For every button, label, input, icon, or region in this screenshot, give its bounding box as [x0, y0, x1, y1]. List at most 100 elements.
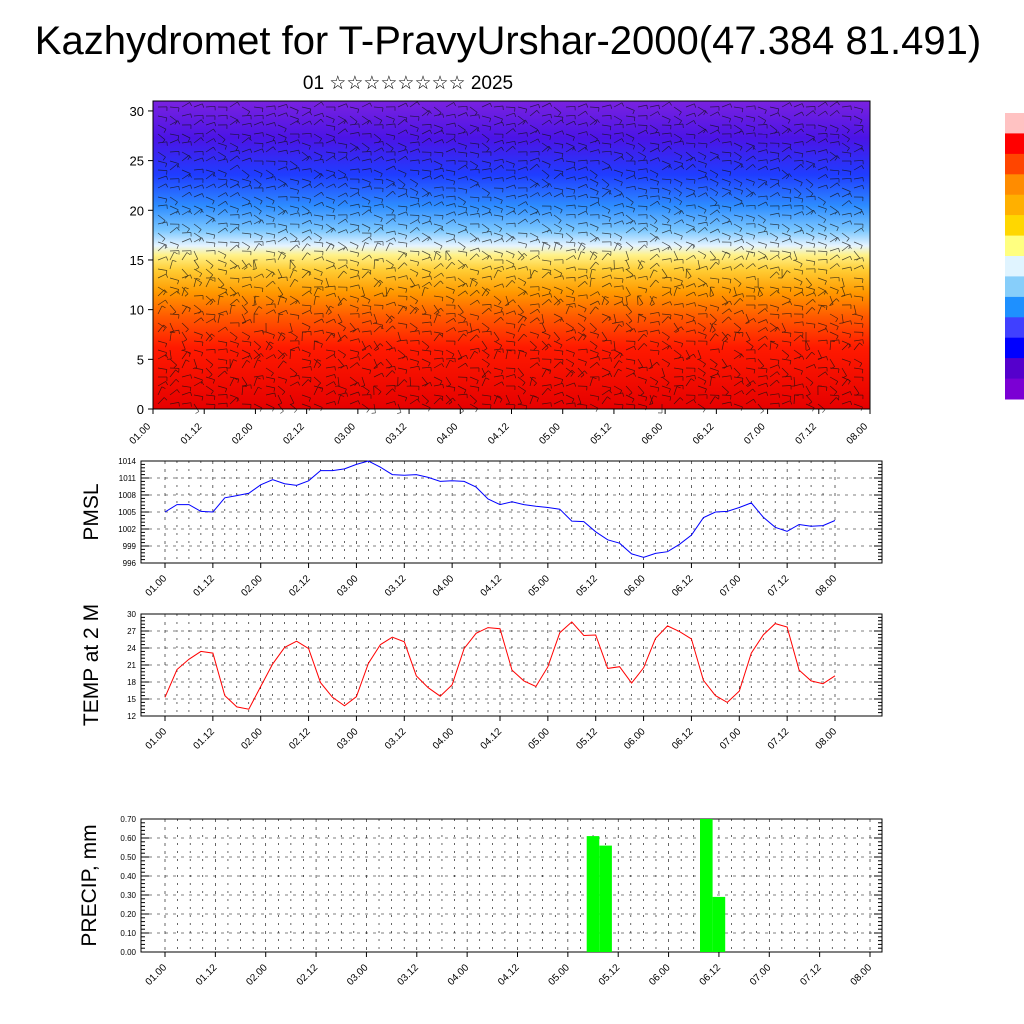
wind-barb-flag — [405, 369, 408, 374]
wind-barb — [817, 223, 827, 229]
wind-barb-flag — [294, 279, 299, 282]
temp-x-tick-label: 02.00 — [239, 726, 265, 752]
wind-barb-flag — [357, 400, 361, 405]
wind-barb — [517, 132, 527, 135]
wind-barb-flag — [859, 363, 863, 367]
wind-barb — [205, 259, 214, 266]
wind-barb — [853, 184, 863, 189]
wind-barb — [253, 273, 263, 279]
wind-barb — [349, 142, 358, 148]
wind-barb-flag — [837, 182, 840, 187]
wind-barb-flag — [286, 150, 288, 155]
wind-barb — [613, 313, 617, 323]
wind-barb — [469, 213, 479, 216]
wind-barb — [709, 277, 719, 280]
wind-barb — [697, 214, 707, 218]
wind-barb-flag — [226, 158, 228, 163]
wind-barb — [613, 285, 623, 288]
wind-barb-flag — [826, 149, 828, 154]
wind-barb — [613, 352, 621, 360]
wind-barb-flag — [502, 375, 504, 380]
wind-barb — [697, 322, 706, 329]
wind-barb-flag — [725, 251, 730, 255]
wind-barb — [769, 304, 779, 308]
wind-barb-flag — [682, 356, 684, 362]
pmsl-y-tick-label: 996 — [123, 559, 137, 568]
wind-barb-flag — [214, 242, 216, 248]
wind-barb-flag — [373, 366, 378, 370]
wind-barb — [373, 178, 383, 181]
wind-barb — [613, 156, 622, 162]
wind-barb-flag — [171, 331, 176, 334]
wind-barb — [229, 340, 239, 345]
wind-barb — [697, 151, 707, 157]
wind-barb-flag — [307, 252, 311, 256]
wind-barb-flag — [333, 390, 337, 395]
wind-barb — [325, 318, 335, 324]
wind-barb-flag — [418, 330, 420, 335]
wind-barb-flag — [514, 123, 516, 128]
wind-barb — [757, 343, 765, 351]
wind-barb — [805, 351, 813, 360]
colorbar-swatch — [1005, 215, 1024, 236]
wind-barb — [817, 322, 827, 327]
wind-barb — [481, 211, 491, 216]
wind-barb-flag — [213, 146, 216, 151]
wind-barb — [433, 307, 442, 315]
wind-barb — [745, 367, 755, 370]
wind-barb-flag — [357, 382, 361, 387]
wind-barb — [733, 263, 742, 270]
wind-barb-flag — [306, 157, 310, 161]
wind-barb — [469, 232, 478, 239]
wind-barb — [661, 316, 669, 324]
wind-barb-flag — [597, 300, 601, 305]
wind-barb-flag — [501, 146, 504, 151]
wind-barb — [217, 200, 226, 207]
wind-barb-flag — [658, 312, 660, 317]
wind-barb-flag — [847, 138, 850, 143]
wind-barb-flag — [862, 185, 865, 190]
wind-barb — [445, 122, 455, 126]
wind-barb — [601, 296, 606, 306]
wind-barb-flag — [225, 201, 228, 205]
wind-barb-flag — [430, 257, 433, 262]
wind-barb — [649, 187, 659, 190]
wind-barb — [397, 223, 407, 226]
wind-barb — [169, 120, 179, 126]
wind-barb — [325, 227, 334, 234]
wind-barb-flag — [306, 210, 310, 215]
wind-barb-flag — [322, 330, 324, 335]
wind-barb — [685, 156, 695, 162]
wind-barb-flag — [622, 404, 624, 409]
wind-barb-flag — [368, 352, 372, 357]
wind-barb-flag — [765, 327, 769, 332]
wind-barb-flag — [835, 318, 839, 323]
wind-barb-flag — [808, 401, 813, 405]
wind-barb-flag — [357, 156, 361, 161]
wind-barb — [745, 155, 754, 162]
wind-barb — [601, 274, 611, 279]
wind-barb-flag — [536, 110, 540, 114]
wind-barb-flag — [549, 183, 553, 188]
wind-barb-flag — [765, 201, 769, 206]
wind-barb — [625, 196, 634, 203]
wind-barb — [217, 385, 227, 389]
wind-barb — [337, 151, 348, 153]
wind-barb — [661, 196, 671, 200]
wind-barb-flag — [668, 164, 671, 169]
wind-barb — [289, 331, 298, 338]
wind-barb — [181, 374, 191, 378]
wind-barb — [157, 256, 167, 261]
wind-barb — [805, 150, 815, 153]
wind-barb — [205, 183, 215, 189]
wind-barb-flag — [703, 129, 706, 134]
wind-barb-flag — [523, 333, 528, 338]
wind-barb — [565, 105, 576, 108]
wind-barb-flag — [442, 194, 444, 199]
wind-barb-flag — [224, 145, 227, 150]
wind-barb — [565, 120, 575, 126]
wind-barb-flag — [453, 219, 457, 224]
wind-barb — [277, 296, 281, 306]
wind-barb — [409, 133, 419, 137]
wind-barb — [505, 140, 515, 144]
